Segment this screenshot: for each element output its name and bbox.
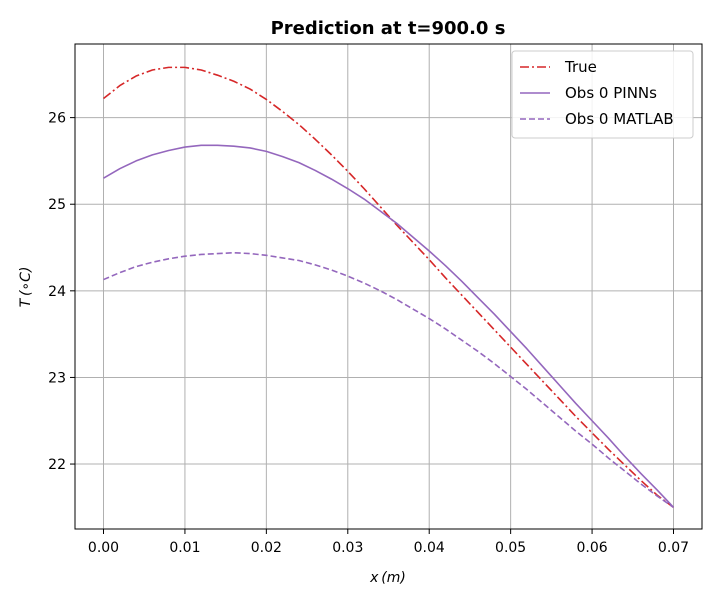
series-line-1 (103, 144, 675, 508)
x-tick-label: 0.06 (576, 540, 607, 556)
y-tick-label: 26 (48, 111, 66, 127)
series-line-2 (103, 251, 674, 509)
x-tick-label: 0.00 (88, 540, 119, 556)
legend: True Obs 0 PINNs Obs 0 MATLAB (511, 50, 694, 139)
x-tick-label: 0.05 (495, 540, 526, 556)
y-tick-label: 22 (48, 457, 66, 473)
y-tick-label: 23 (48, 370, 66, 386)
axes-frame (74, 43, 703, 530)
y-tick-label: 24 (48, 284, 66, 300)
x-tick-label: 0.01 (169, 540, 200, 556)
legend-label-0: True (564, 58, 597, 76)
legend-label-2: Obs 0 MATLAB (565, 110, 674, 128)
x-tick-label: 0.02 (251, 540, 282, 556)
y-tick-label: 25 (48, 197, 66, 213)
legend-box (511, 50, 694, 139)
x-tick-label: 0.04 (414, 540, 445, 556)
y-axis-label: T (∘C) (18, 267, 34, 308)
chart-title: Prediction at t=900.0 s (271, 18, 506, 39)
series-line-0 (103, 66, 674, 508)
legend-label-1: Obs 0 PINNs (565, 84, 657, 102)
x-tick-label: 0.03 (332, 540, 363, 556)
x-axis-label: x (m) (369, 570, 406, 586)
axis-ticks: 0.00 0.01 0.02 0.03 0.04 0.05 0.06 0.07 22 23 24 25… (48, 111, 689, 556)
x-tick-label: 0.07 (658, 540, 689, 556)
plot-area (103, 66, 675, 509)
